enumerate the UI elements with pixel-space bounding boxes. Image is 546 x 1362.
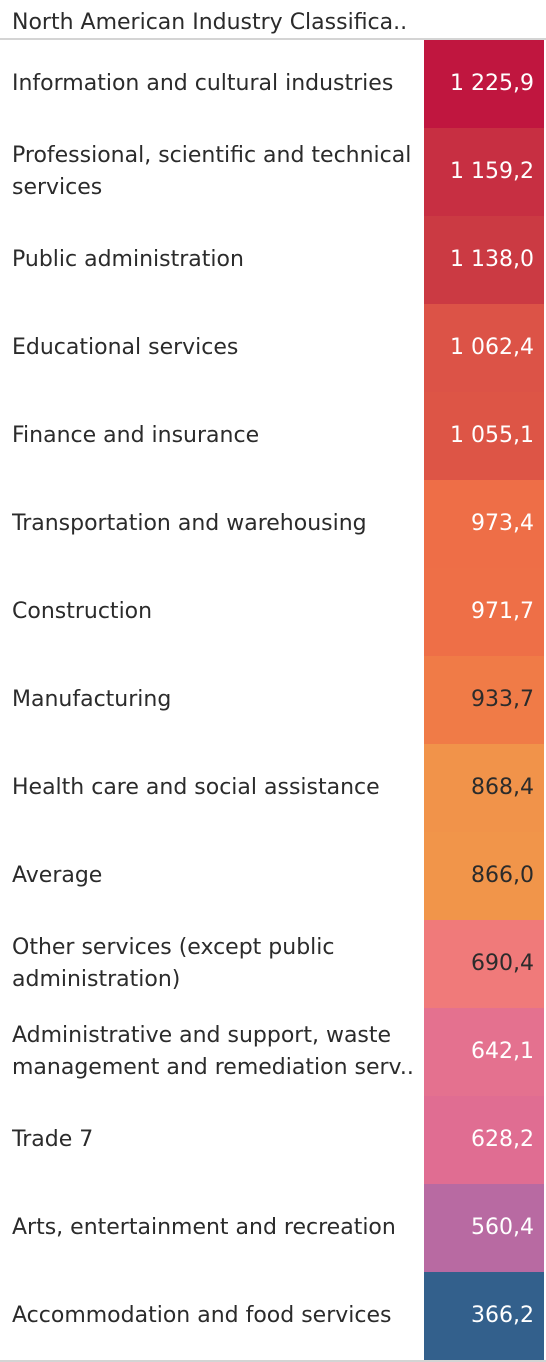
table-row[interactable]: Professional, scientific and technical s… <box>0 128 546 216</box>
row-label: Other services (except public administra… <box>12 920 424 1008</box>
table-row[interactable]: Average 866,0 <box>0 832 546 920</box>
table-row[interactable]: Transportation and warehousing 973,4 <box>0 480 546 568</box>
row-label: Arts, entertainment and recreation <box>12 1184 424 1272</box>
value-cell[interactable]: 971,7 <box>424 568 544 656</box>
table-row[interactable]: Arts, entertainment and recreation 560,4 <box>0 1184 546 1272</box>
value-cell[interactable]: 973,4 <box>424 480 544 568</box>
value-cell[interactable]: 628,2 <box>424 1096 544 1184</box>
row-label: Educational services <box>12 304 424 392</box>
row-label: Information and cultural industries <box>12 40 424 128</box>
value-cell[interactable]: 1 159,2 <box>424 128 544 216</box>
row-label-text: Manufacturing <box>12 687 172 712</box>
row-label-text: Finance and insurance <box>12 423 260 448</box>
row-label-text: Professional, scientific and technical s… <box>12 143 412 200</box>
row-label-text: Average <box>12 863 103 888</box>
row-label: Health care and social assistance <box>12 744 424 832</box>
row-label: Public administration <box>12 216 424 304</box>
row-label: Construction <box>12 568 424 656</box>
column-header-title[interactable]: North American Industry Classifica.. <box>12 10 408 35</box>
row-label: Professional, scientific and technical s… <box>12 128 424 216</box>
table-header: North American Industry Classifica.. <box>0 0 546 40</box>
row-label-text: Transportation and warehousing <box>12 511 367 536</box>
row-label: Finance and insurance <box>12 392 424 480</box>
row-label-text: Health care and social assistance <box>12 775 380 800</box>
row-label-text: Educational services <box>12 335 239 360</box>
table-row[interactable]: Other services (except public administra… <box>0 920 546 1008</box>
value-cell[interactable]: 366,2 <box>424 1272 544 1360</box>
value-cell[interactable]: 1 055,1 <box>424 392 544 480</box>
value-cell[interactable]: 1 225,9 <box>424 40 544 128</box>
table-row[interactable]: Health care and social assistance 868,4 <box>0 744 546 832</box>
table-row[interactable]: Educational services 1 062,4 <box>0 304 546 392</box>
table-row[interactable]: Manufacturing 933,7 <box>0 656 546 744</box>
value-cell[interactable]: 560,4 <box>424 1184 544 1272</box>
value-cell[interactable]: 690,4 <box>424 920 544 1008</box>
row-label-text: Construction <box>12 599 153 624</box>
row-label-text: Public administration <box>12 247 244 272</box>
row-label-text: Information and cultural industries <box>12 71 394 96</box>
table-row[interactable]: Finance and insurance 1 055,1 <box>0 392 546 480</box>
value-cell[interactable]: 1 138,0 <box>424 216 544 304</box>
table-row[interactable]: Construction 971,7 <box>0 568 546 656</box>
value-cell[interactable]: 642,1 <box>424 1008 544 1096</box>
value-cell[interactable]: 866,0 <box>424 832 544 920</box>
table-row[interactable]: Public administration 1 138,0 <box>0 216 546 304</box>
table-row[interactable]: Information and cultural industries 1 225… <box>0 40 546 128</box>
row-label-text: Trade 7 <box>12 1127 94 1152</box>
row-label-text: Accommodation and food services <box>12 1303 392 1328</box>
row-label-text: Other services (except public administra… <box>12 935 335 992</box>
highlight-table: Information and cultural industries 1 225… <box>0 40 546 1360</box>
table-row[interactable]: Administrative and support, waste manage… <box>0 1008 546 1096</box>
table-bottom-border <box>0 1360 546 1362</box>
table-row[interactable]: Trade 7 628,2 <box>0 1096 546 1184</box>
value-cell[interactable]: 868,4 <box>424 744 544 832</box>
value-cell[interactable]: 1 062,4 <box>424 304 544 392</box>
row-label-text: Arts, entertainment and recreation <box>12 1215 396 1240</box>
row-label: Transportation and warehousing <box>12 480 424 568</box>
row-label: Average <box>12 832 424 920</box>
row-label: Accommodation and food services <box>12 1272 424 1360</box>
row-label: Manufacturing <box>12 656 424 744</box>
value-cell[interactable]: 933,7 <box>424 656 544 744</box>
table-row[interactable]: Accommodation and food services 366,2 <box>0 1272 546 1360</box>
row-label: Administrative and support, waste manage… <box>12 1008 424 1096</box>
row-label: Trade 7 <box>12 1096 424 1184</box>
row-label-text: Administrative and support, waste manage… <box>12 1023 414 1080</box>
